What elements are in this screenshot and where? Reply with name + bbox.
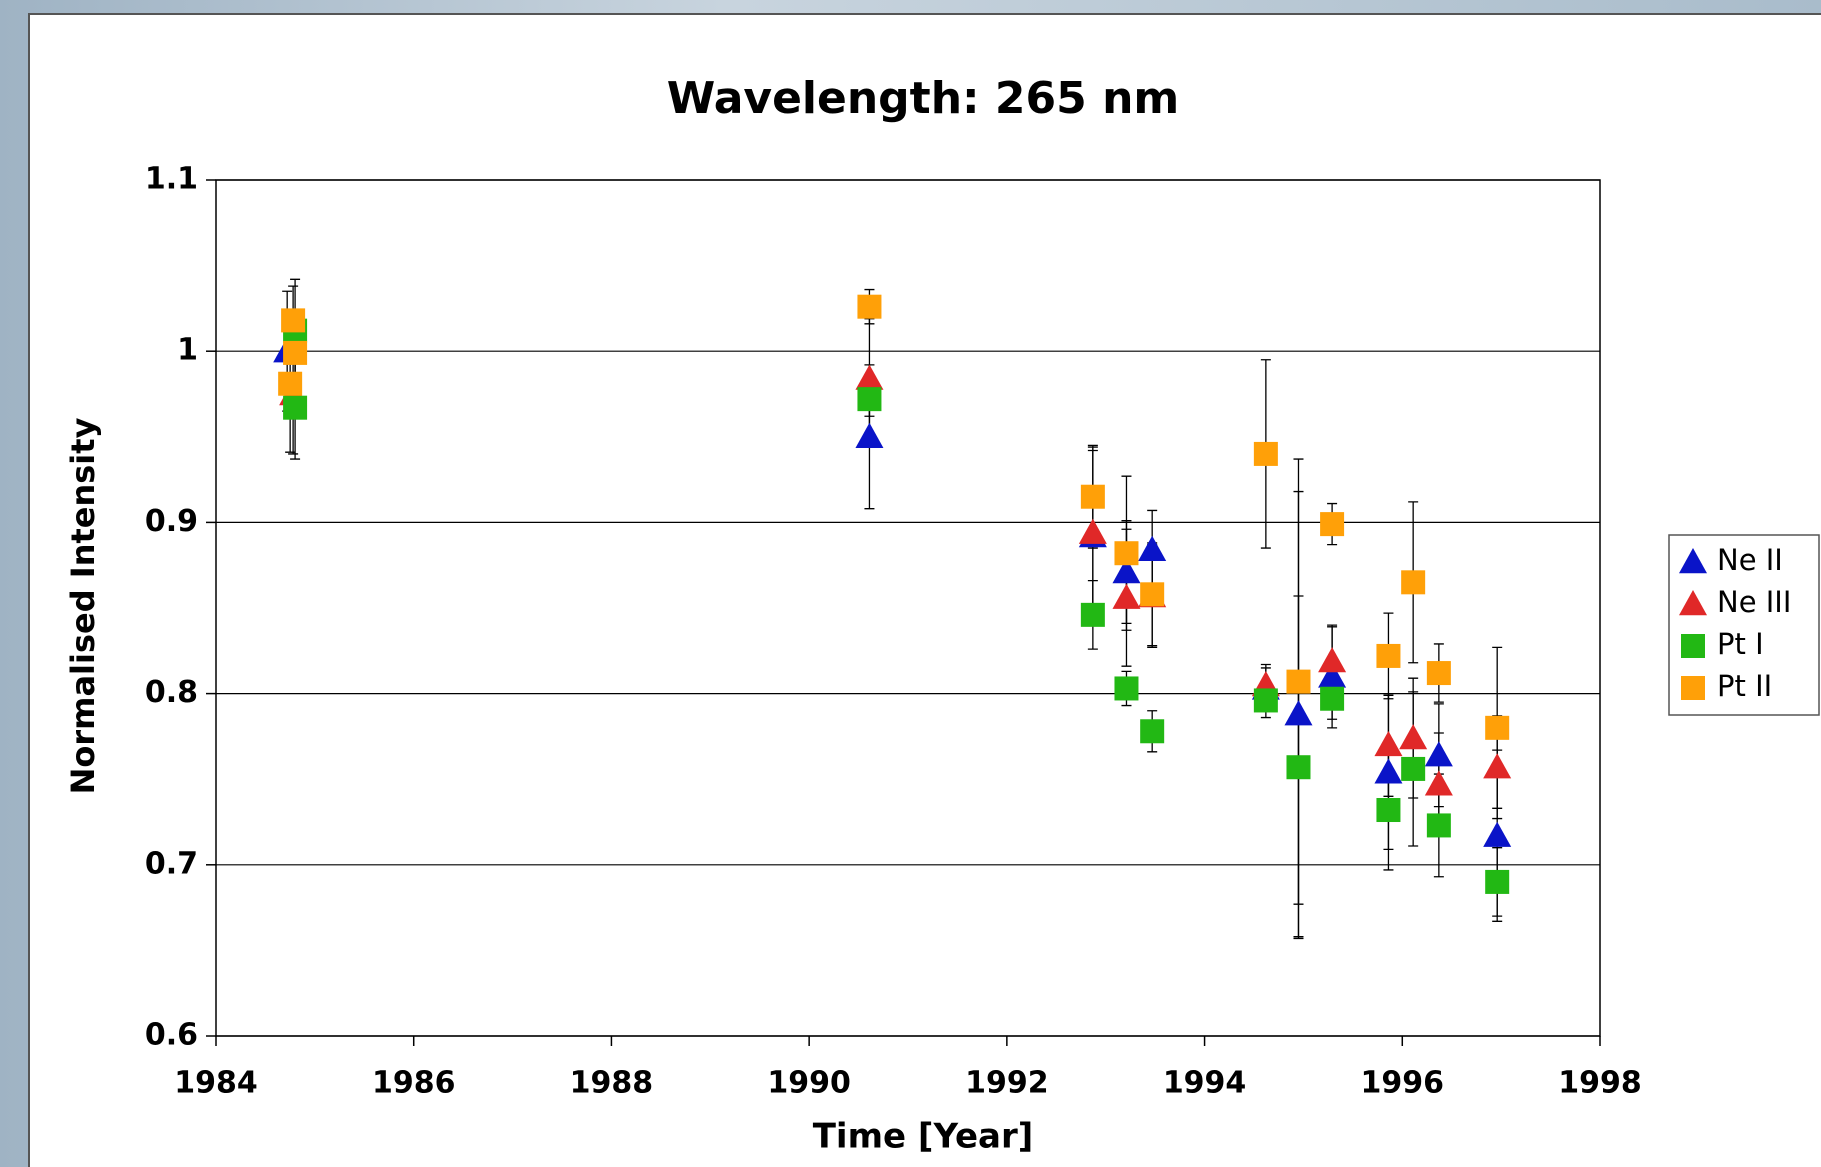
marker [1078, 518, 1107, 544]
marker [1376, 643, 1401, 668]
marker [1318, 662, 1347, 688]
x-tick-label: 1984 [174, 1066, 258, 1101]
marker [1253, 441, 1278, 466]
marker [1253, 688, 1278, 713]
legend-label: Pt II [1717, 669, 1772, 703]
legend-marker [1679, 590, 1707, 616]
x-tick-label: 1988 [570, 1066, 654, 1101]
marker [278, 371, 303, 396]
marker [1483, 753, 1512, 779]
marker [1374, 730, 1403, 757]
marker [283, 395, 308, 420]
marker [855, 364, 884, 390]
marker [1286, 755, 1311, 780]
chart-title: Wavelength: 265 nm [667, 73, 1180, 124]
legend-marker [1681, 634, 1705, 658]
marker [1138, 535, 1167, 561]
marker [1320, 686, 1345, 711]
y-tick-label: 1 [177, 333, 198, 368]
marker [281, 308, 306, 333]
x-tick-label: 1990 [767, 1066, 851, 1101]
y-tick-label: 0.7 [145, 846, 198, 881]
x-axis-label: Time [Year] [813, 1117, 1034, 1157]
marker [1320, 512, 1345, 537]
legend-label: Ne II [1717, 543, 1783, 577]
x-tick-label: 1998 [1558, 1066, 1642, 1101]
y-tick-label: 0.9 [145, 504, 198, 539]
legend-marker [1681, 676, 1705, 700]
marker [1399, 724, 1428, 750]
legend-label: Pt I [1717, 627, 1764, 661]
marker [1284, 700, 1313, 726]
marker [1318, 647, 1347, 673]
y-axis-label: Normalised Intensity [64, 417, 102, 794]
chart-panel [28, 13, 1821, 1167]
y-tick-label: 0.8 [145, 675, 198, 710]
marker [1114, 676, 1139, 701]
marker [1080, 484, 1105, 509]
marker [1485, 869, 1510, 894]
marker [1374, 758, 1403, 784]
marker [1426, 661, 1451, 686]
marker [1485, 715, 1510, 740]
marker [1112, 558, 1141, 584]
marker [1112, 583, 1141, 609]
x-tick-label: 1994 [1163, 1066, 1247, 1101]
marker [857, 387, 882, 412]
x-tick-label: 1992 [965, 1066, 1049, 1101]
legend-marker [1679, 548, 1707, 574]
marker [1080, 602, 1105, 627]
marker [1424, 741, 1453, 767]
y-tick-label: 1.1 [145, 162, 198, 197]
legend-label: Ne III [1717, 585, 1791, 619]
marker [1140, 582, 1165, 607]
marker [1424, 770, 1453, 796]
x-tick-label: 1996 [1361, 1066, 1445, 1101]
marker [1426, 813, 1451, 838]
marker [857, 294, 882, 319]
y-tick-label: 0.6 [145, 1018, 198, 1053]
marker [283, 340, 308, 365]
marker [1140, 719, 1165, 744]
x-tick-label: 1986 [372, 1066, 456, 1101]
marker [1401, 570, 1426, 595]
marker [1114, 541, 1139, 566]
marker [1376, 798, 1401, 823]
marker [1483, 821, 1512, 847]
marker [1401, 756, 1426, 781]
marker [855, 422, 884, 448]
marker [1286, 669, 1311, 694]
